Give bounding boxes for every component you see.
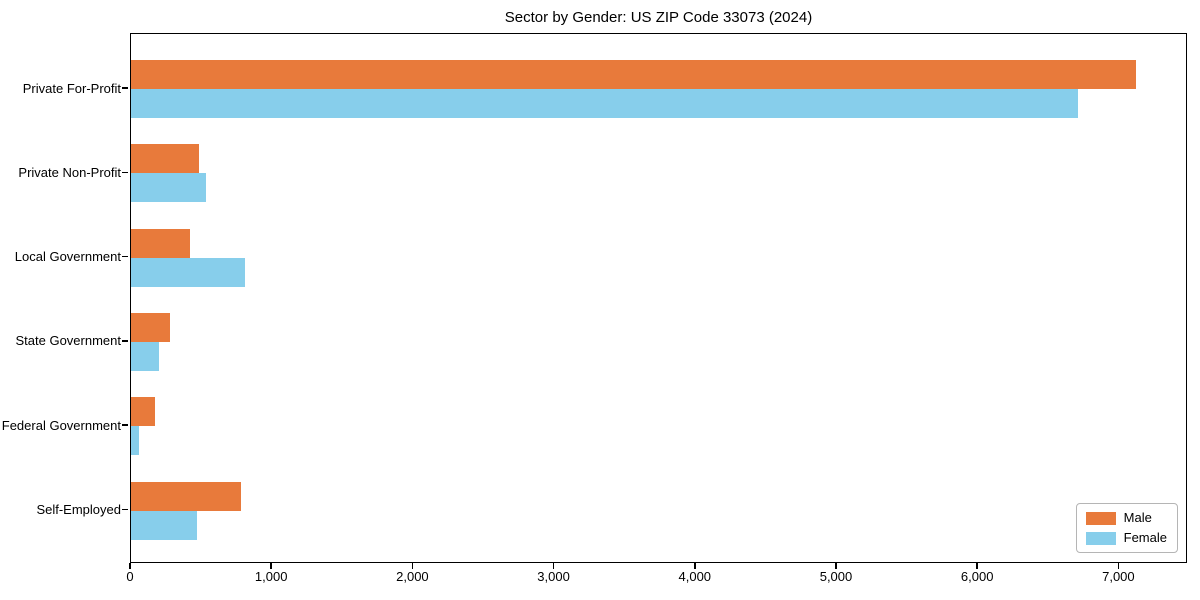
bar-female-state-government (131, 341, 160, 371)
y-tick-mark (122, 340, 129, 342)
bar-female-private-for-profit (131, 89, 1079, 118)
bar-female-federal-government (131, 426, 139, 456)
x-tick-mark (1117, 563, 1120, 569)
y-tick-label-federal-government: Federal Government (1, 417, 121, 433)
x-tick-label-7-000: 7,000 (1102, 569, 1135, 584)
plot-area: Male Female (130, 33, 1187, 563)
legend-entry-female: Female (1085, 530, 1167, 545)
x-tick-mark (976, 563, 978, 569)
y-tick-label-private-non-profit: Private Non-Profit (18, 164, 121, 180)
x-axis: 0 1,000 2,000 3,000 4,000 5,000 6,000 7,000 (126, 568, 1187, 588)
bar-male-local-government (131, 228, 191, 258)
y-tick-label-private-for-profit: Private For-Profit (22, 80, 121, 96)
x-tick-label-0: 0 (126, 569, 134, 584)
legend: Male Female (1075, 503, 1178, 553)
y-tick-mark (122, 255, 129, 258)
bar-male-private-for-profit (131, 60, 1137, 89)
legend-entry-male: Male (1085, 510, 1167, 525)
bar-female-private-non-profit (131, 173, 206, 203)
x-tick-label-1-000: 1,000 (254, 569, 288, 584)
legend-swatch-male (1085, 511, 1116, 525)
x-tick-label-4-000: 4,000 (678, 569, 712, 584)
y-tick-mark (122, 171, 129, 174)
y-tick-mark (122, 508, 129, 511)
bar-male-self-employed (131, 481, 242, 511)
legend-label-male: Male (1123, 510, 1152, 525)
y-tick-mark (122, 424, 129, 426)
bar-male-state-government (131, 312, 170, 342)
y-axis: Private For-Profit Private Non-Profit Loca… (0, 33, 121, 563)
chart-title: Sector by Gender: US ZIP Code 33073 (202… (504, 9, 813, 26)
x-tick-mark (411, 563, 414, 569)
x-tick-mark (552, 563, 555, 569)
y-tick-label-local-government: Local Government (14, 249, 121, 265)
bar-female-local-government (131, 257, 246, 287)
x-tick-label-2-000: 2,000 (396, 569, 429, 584)
bar-male-federal-government (131, 397, 155, 427)
x-tick-mark (129, 563, 131, 569)
bar-female-self-employed (131, 510, 198, 540)
y-tick-label-state-government: State Government (15, 333, 122, 349)
y-tick-label-self-employed: Self-Employed (36, 502, 121, 517)
x-tick-label-5-000: 5,000 (819, 569, 853, 584)
x-tick-mark (835, 563, 837, 569)
x-tick-label-3-000: 3,000 (537, 569, 570, 584)
x-tick-mark (270, 563, 272, 569)
legend-swatch-female (1085, 531, 1116, 545)
y-tick-mark (122, 87, 129, 89)
bar-male-private-non-profit (131, 144, 199, 174)
legend-label-female: Female (1123, 530, 1167, 545)
x-tick-label-6-000: 6,000 (960, 569, 994, 584)
x-tick-mark (693, 563, 696, 569)
